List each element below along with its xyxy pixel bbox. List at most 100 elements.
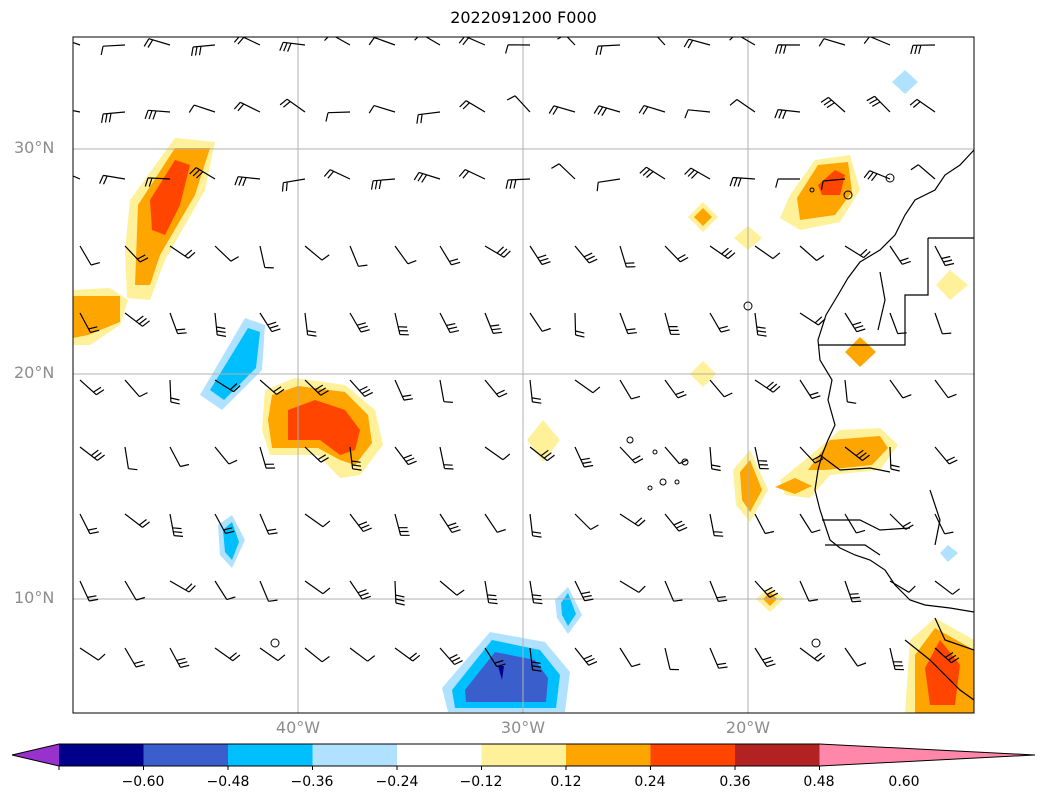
wind-barb [484,580,498,605]
wind-barb [144,177,171,187]
wind-barb [169,446,190,468]
wind-barb [709,580,728,602]
wind-barb [863,170,891,182]
wind-barb [889,580,916,593]
wind-barb [214,580,236,601]
wind-barbs [73,37,960,672]
positive-anomaly-area [150,160,190,235]
wind-barb [169,245,196,259]
colorbar-tick-label: 0.60 [888,774,920,790]
wind-barb [574,245,598,264]
coastline [814,149,974,701]
anomaly-shading [73,70,974,713]
map-title: 2022091200 F000 [450,8,597,27]
colorbar-segment [735,744,820,766]
wind-barb [439,647,463,666]
map-layers [73,37,974,713]
positive-anomaly-area [73,296,120,338]
wind-barb [820,96,846,113]
wind-barb [574,446,594,468]
wind-barb [169,580,196,593]
wind-barb [169,513,184,537]
wind-barb [844,647,867,667]
wind-barb [574,580,594,602]
wind-barb [910,44,936,55]
wind-barb [934,647,960,664]
wind-barb [934,379,957,399]
colorbar-tick-label: −0.60 [121,774,165,790]
wind-barb [863,37,891,46]
wind-barb [754,580,779,598]
wind-barb [259,245,274,269]
wind-barb [370,178,396,190]
wind-barb [799,245,825,261]
wind-barb [684,167,711,180]
wind-barb [394,379,413,401]
wind-barb [79,379,105,396]
wind-barb [304,312,317,337]
wind-barb [79,580,99,602]
wind-barb [349,580,371,600]
negative-anomaly-area [940,545,958,562]
wind-barb [368,105,396,114]
wind-barb [259,647,286,662]
wind-barb [79,312,100,333]
wind-barb [709,446,721,472]
wind-barb [619,513,646,527]
negative-anomaly-area [561,593,576,626]
wind-barb [709,379,733,398]
wind-barb [593,105,621,117]
wind-barb [281,178,306,192]
wind-barb [439,379,453,403]
colorbar-segment [312,744,398,766]
wind-barb [214,647,241,662]
wind-barb [684,109,711,119]
wind-barb [394,446,417,466]
wind-barb [754,245,781,260]
wind-barb [304,379,329,396]
wind-barb [505,178,531,189]
colorbar-segment [59,744,144,766]
colorbar-segment [228,744,313,766]
wind-barb [439,312,460,334]
wind-barb [259,379,285,395]
wind-barb [866,95,891,113]
wind-barb [79,245,100,266]
wind-barb [529,312,551,332]
wind-barb [304,513,331,528]
positive-anomaly-area [740,460,762,512]
positive-anomaly-area [288,400,360,455]
wind-barb [234,176,261,187]
wind-barb [844,312,866,333]
wind-barb [889,379,912,399]
wind-barb [729,176,756,187]
wind-barb [459,100,486,113]
wind-barb [124,647,145,668]
wind-barb [619,580,646,593]
colorbar-segment [481,744,567,766]
wind-barb [754,312,767,337]
wind-barb [799,379,821,400]
wind-barb [169,312,187,335]
wind-barb [844,580,862,603]
wind-barb [349,647,376,662]
wind-barb [909,98,936,113]
positive-anomaly-area [845,337,876,367]
wind-barb [124,513,150,528]
wind-barb [484,446,511,461]
wind-barb [664,513,688,532]
colorbar-tick-label: 0.12 [550,774,582,790]
wind-barb [844,379,857,404]
colorbar-segment [397,744,482,766]
wind-barb [844,513,866,534]
wind-barb [259,446,276,469]
wind-barb [639,166,666,180]
wind-barb [664,580,683,602]
positive-anomaly-area [936,270,968,300]
wind-barb [79,647,106,661]
wind-barb [484,647,506,668]
wind-barb [844,245,871,259]
wind-barb [934,580,960,595]
lon-label-20w: 20°W [725,718,771,737]
wind-barb [529,513,542,538]
